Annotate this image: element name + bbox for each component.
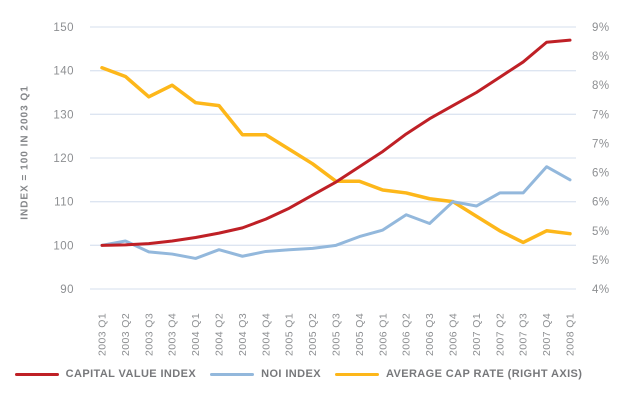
legend-label: NOI INDEX	[261, 368, 321, 380]
cap-rate-line-swatch-icon	[334, 372, 379, 376]
right-axis-tick: 7%	[592, 109, 610, 121]
legend-item-noi-index: NOI INDEX	[210, 368, 321, 380]
x-axis-tick: 2004 Q1	[190, 313, 202, 356]
x-axis-tick-labels: 2003 Q1 2003 Q2 2003 Q3 2003 Q4 2004 Q1 2004 …	[97, 313, 577, 356]
left-axis-tick: 100	[53, 240, 74, 252]
right-axis-tick: 5%	[592, 255, 610, 267]
left-axis-tick-labels: 150 140 130 120 110 100 90	[53, 22, 74, 296]
x-axis-tick: 2006 Q3	[424, 313, 436, 356]
x-axis-tick: 2003 Q2	[120, 313, 132, 356]
x-axis-tick: 2003 Q4	[167, 313, 179, 356]
legend-item-capital-value-index: CAPITAL VALUE INDEX	[14, 368, 197, 380]
x-axis-tick: 2005 Q4	[354, 313, 366, 356]
right-axis-tick: 6%	[592, 197, 610, 209]
right-axis-tick: 7%	[592, 138, 610, 150]
left-axis-tick: 140	[53, 66, 74, 78]
x-axis-tick: 2008 Q1	[565, 313, 577, 356]
left-axis-tick: 90	[60, 284, 74, 296]
legend-label: AVERAGE CAP RATE (RIGHT AXIS)	[385, 368, 583, 380]
right-axis-tick: 9%	[592, 22, 610, 34]
x-axis-tick: 2003 Q3	[143, 313, 155, 356]
left-axis-tick: 120	[53, 153, 74, 165]
right-axis-tick: 5%	[592, 226, 610, 238]
left-axis-tick: 110	[54, 197, 74, 209]
legend-item-average-cap-rate: AVERAGE CAP RATE (RIGHT AXIS)	[334, 368, 583, 380]
left-axis-tick: 130	[53, 109, 74, 121]
chart-legend: CAPITAL VALUE INDEX NOI INDEX AVERAGE CA…	[0, 368, 641, 380]
x-axis-tick: 2007 Q1	[471, 313, 483, 356]
x-axis-tick: 2004 Q4	[260, 313, 272, 356]
average-cap-rate-line	[100, 66, 572, 245]
x-axis-tick: 2003 Q1	[97, 313, 109, 356]
x-axis-tick: 2007 Q4	[541, 313, 553, 356]
left-axis-tick: 150	[53, 22, 74, 34]
x-axis-tick: 2007 Q2	[494, 313, 506, 356]
x-axis-tick: 2004 Q3	[237, 313, 249, 356]
x-axis-tick: 2004 Q2	[214, 313, 226, 356]
x-axis-tick: 2007 Q3	[518, 313, 530, 356]
legend-label: CAPITAL VALUE INDEX	[65, 368, 197, 380]
capital-value-index-line	[100, 38, 572, 247]
x-axis-tick: 2006 Q4	[448, 313, 460, 356]
right-axis-tick: 8%	[592, 80, 610, 92]
noi-line-swatch-icon	[210, 372, 255, 376]
right-axis-tick-labels: 9% 8% 8% 7% 7% 6% 6% 5% 5% 4%	[592, 22, 610, 296]
x-axis-tick: 2006 Q2	[401, 313, 413, 356]
capital-value-line-swatch-icon	[14, 372, 59, 376]
gridlines	[90, 26, 576, 290]
x-axis-tick: 2005 Q1	[284, 313, 296, 356]
right-axis-tick: 8%	[592, 51, 610, 63]
x-axis-tick: 2005 Q3	[331, 313, 343, 356]
x-axis-tick: 2006 Q1	[377, 313, 389, 356]
right-axis-tick: 4%	[592, 284, 610, 296]
right-axis-tick: 6%	[592, 168, 610, 180]
x-axis-tick: 2005 Q2	[307, 313, 319, 356]
noi-index-line	[100, 165, 572, 260]
